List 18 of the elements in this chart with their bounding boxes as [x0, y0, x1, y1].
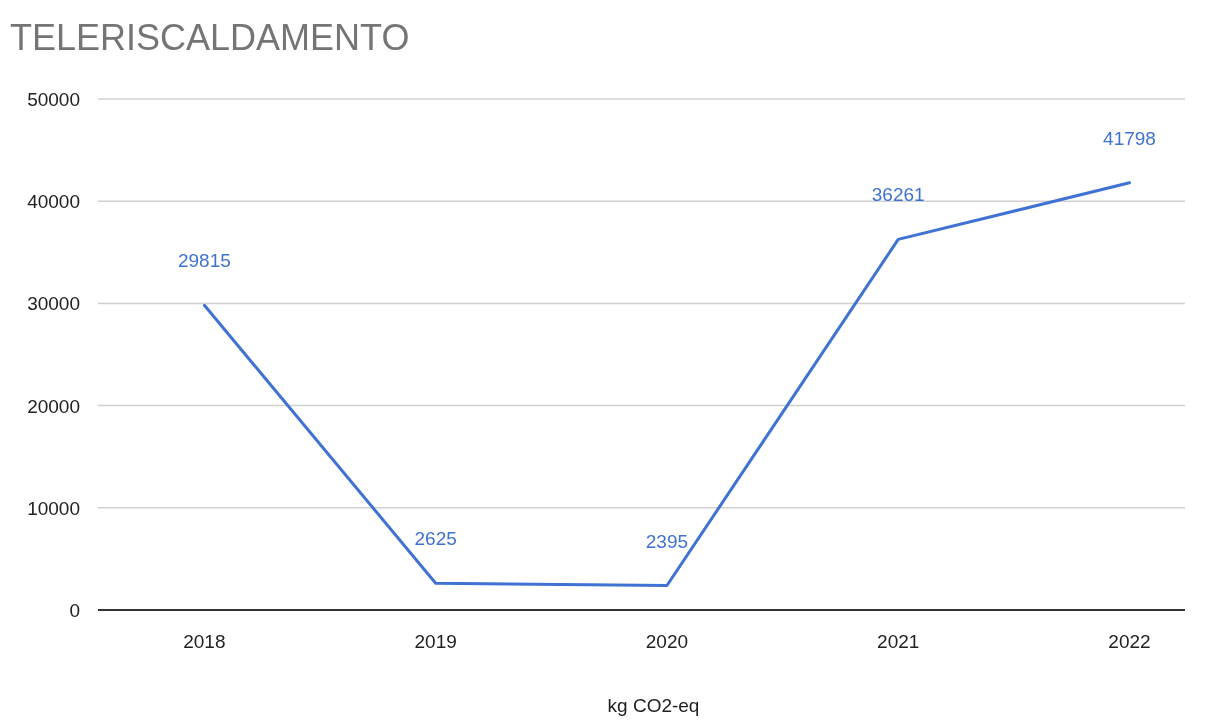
y-tick-label: 20000	[27, 395, 80, 417]
x-tick-label: 2020	[645, 631, 689, 652]
y-tick-label: 50000	[27, 89, 80, 110]
x-tick-label: 2022	[1108, 631, 1151, 652]
data-label: 29815	[177, 250, 231, 272]
x-axis-title: kg CO2-eq	[607, 695, 700, 716]
data-label: 36261	[871, 184, 925, 206]
data-label: 41798	[1103, 127, 1156, 149]
y-tick-label: 30000	[27, 293, 80, 315]
x-tick-label: 2021	[877, 631, 920, 652]
data-label: 2395	[645, 530, 689, 552]
x-tick-label: 2018	[183, 631, 226, 652]
chart-title: TELERISCALDAMENTO	[10, 17, 410, 58]
x-tick-label: 2019	[414, 631, 457, 652]
y-tick-label: 0	[69, 600, 80, 621]
y-tick-label: 10000	[27, 497, 80, 519]
data-label: 2625	[414, 528, 457, 550]
y-tick-label: 40000	[27, 191, 80, 213]
